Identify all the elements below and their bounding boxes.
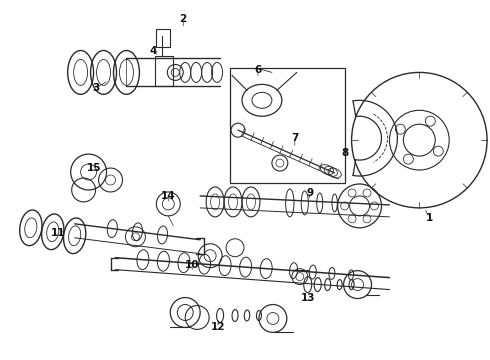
Text: 13: 13 (300, 293, 315, 302)
Text: 8: 8 (341, 148, 348, 158)
Text: 3: 3 (92, 84, 99, 93)
Text: 7: 7 (291, 133, 298, 143)
Text: 12: 12 (211, 323, 225, 332)
Text: 14: 14 (161, 191, 175, 201)
Text: 9: 9 (306, 188, 313, 198)
Text: 15: 15 (86, 163, 101, 173)
Text: 6: 6 (254, 66, 262, 76)
Text: 1: 1 (426, 213, 433, 223)
Bar (155, 57, 173, 86)
Bar (230, 68, 344, 183)
Text: 11: 11 (50, 228, 65, 238)
Text: 10: 10 (185, 260, 199, 270)
Text: 2: 2 (180, 14, 187, 24)
Bar (156, 28, 171, 46)
Text: 4: 4 (149, 45, 157, 55)
